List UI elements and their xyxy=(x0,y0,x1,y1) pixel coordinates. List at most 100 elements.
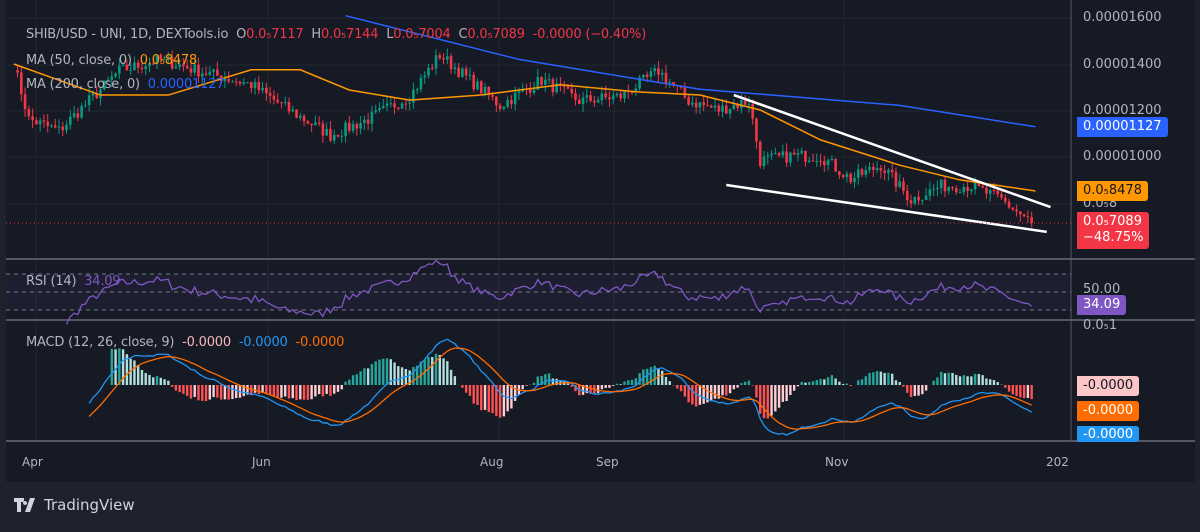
candle-body xyxy=(457,67,460,77)
macd-histogram-bar xyxy=(246,385,249,395)
candle-body xyxy=(167,56,170,58)
macd-histogram-bar xyxy=(163,379,166,385)
macd-histogram-bar xyxy=(985,378,988,385)
candle-body xyxy=(841,175,845,178)
candle-body xyxy=(657,68,660,75)
candle-body xyxy=(378,107,381,111)
macd-histogram-bar xyxy=(1007,385,1011,392)
macd-histogram-bar xyxy=(521,385,524,390)
candle-body xyxy=(988,190,992,194)
macd-histogram-bar xyxy=(510,385,513,409)
candle-body xyxy=(898,181,902,187)
macd-histogram-bar xyxy=(434,353,438,385)
macd-histogram-bar xyxy=(879,371,883,385)
candle-body xyxy=(366,119,370,124)
candle-body xyxy=(182,64,185,67)
macd-histogram-bar xyxy=(691,385,694,405)
candle-body xyxy=(95,93,99,99)
candle-body xyxy=(856,169,860,178)
macd-histogram-bar xyxy=(585,385,589,394)
candle-body xyxy=(234,81,238,83)
macd-histogram-bar xyxy=(438,354,441,385)
candle-body xyxy=(664,72,668,83)
candle-body xyxy=(144,66,148,70)
macd-histogram-bar xyxy=(830,375,834,385)
macd-histogram-bar xyxy=(317,385,321,395)
macd-histogram-bar xyxy=(604,385,607,388)
ma50-legend[interactable]: MA (50, close, 0) 0.0₅8478 xyxy=(26,53,197,68)
macd-histogram-bar xyxy=(962,375,966,385)
candle-body xyxy=(819,160,822,162)
ma200-legend[interactable]: MA (200, close, 0) 0.00001127 xyxy=(26,77,225,92)
candle-body xyxy=(977,182,981,186)
macd-histogram-bar xyxy=(823,379,826,385)
macd-histogram-bar xyxy=(453,376,457,385)
candle-body xyxy=(91,93,95,96)
candle-body xyxy=(393,103,396,108)
rsi-legend[interactable]: RSI (14) 34.09 xyxy=(26,274,121,289)
candle-body xyxy=(796,153,800,155)
candle-body xyxy=(962,186,966,193)
macd-histogram-bar xyxy=(913,385,916,396)
macd-histogram-bar xyxy=(615,383,619,385)
macd-histogram-bar xyxy=(219,385,223,400)
macd-histogram-bar xyxy=(808,382,811,385)
macd-histogram-bar xyxy=(732,385,736,390)
macd-histogram-bar xyxy=(408,370,411,385)
candle-body xyxy=(238,81,242,84)
candle-body xyxy=(872,166,875,170)
macd-histogram-bar xyxy=(570,385,573,387)
macd-histogram-bar xyxy=(902,385,905,387)
chart-area[interactable]: SHIB/USD - UNI, 1D, DEXTools.io O0.0₅711… xyxy=(6,0,1195,482)
time-tick: Sep xyxy=(596,455,619,469)
candle-body xyxy=(121,64,125,66)
macd-histogram-bar xyxy=(114,349,117,385)
candle-body xyxy=(732,104,736,110)
macd-histogram-bar xyxy=(981,375,984,385)
macd-histogram-bar xyxy=(287,385,291,399)
macd-histogram-bar xyxy=(257,385,261,394)
candle-body xyxy=(623,90,626,99)
macd-histogram-bar xyxy=(487,385,490,413)
candle-body xyxy=(547,79,551,81)
macd-legend[interactable]: MACD (12, 26, close, 9) -0.0000 -0.0000 … xyxy=(26,335,344,350)
macd-signal-tag: -0.0000 xyxy=(1077,401,1140,421)
candle-body xyxy=(461,68,464,77)
candle-body xyxy=(985,187,988,194)
macd-histogram-bar xyxy=(883,372,886,385)
chart-canvas[interactable] xyxy=(6,0,1195,482)
macd-histogram-bar xyxy=(619,384,622,385)
candle-body xyxy=(939,179,943,188)
candle-body xyxy=(932,188,935,190)
candle-body xyxy=(27,109,31,117)
trendline xyxy=(733,93,1051,209)
candle-body xyxy=(483,86,487,94)
macd-histogram-bar xyxy=(431,357,434,385)
candle-body xyxy=(570,88,574,94)
candle-body xyxy=(936,187,939,189)
candle-body xyxy=(185,66,189,69)
time-tick: Aug xyxy=(480,455,504,469)
candle-body xyxy=(815,160,819,162)
candle-body xyxy=(35,120,38,125)
candle-body xyxy=(777,153,781,156)
macd-histogram-bar xyxy=(845,383,849,385)
macd-histogram-bar xyxy=(174,385,178,391)
macd-histogram-bar xyxy=(159,377,162,385)
candle-body xyxy=(163,57,166,59)
candle-body xyxy=(513,92,517,105)
candle-body xyxy=(1022,214,1026,217)
macd-histogram-bar xyxy=(770,385,773,416)
candle-body xyxy=(849,173,853,183)
candle-body xyxy=(740,100,743,109)
macd-histogram-bar xyxy=(970,376,973,385)
candle-body xyxy=(608,97,611,100)
macd-histogram-bar xyxy=(698,385,702,405)
candle-body xyxy=(653,68,656,72)
macd-histogram-bar xyxy=(336,385,340,392)
candle-body xyxy=(136,62,140,68)
macd-histogram-bar xyxy=(989,379,992,385)
macd-histogram-bar xyxy=(819,378,822,385)
tradingview-logo[interactable]: TradingView xyxy=(14,496,135,514)
brand-name: TradingView xyxy=(44,496,135,514)
